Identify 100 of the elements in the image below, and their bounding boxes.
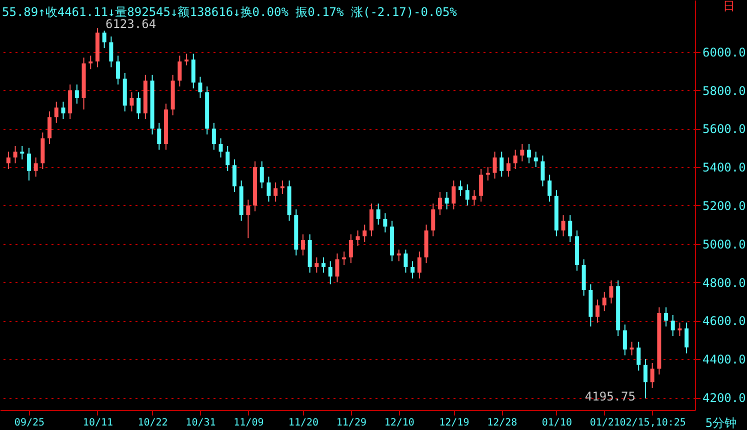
candlestick — [212, 122, 216, 150]
candlestick — [54, 101, 58, 124]
candlestick — [431, 203, 436, 237]
candlestick — [61, 101, 66, 120]
annotation: 55.89↑收4461.11↓量892545↓额138616↓换0.00% 振0.17% 涨(-2.17)-0.05% — [2, 5, 458, 19]
candlestick — [410, 260, 415, 279]
candlestick — [116, 55, 120, 85]
candlestick — [300, 234, 305, 256]
candlestick — [472, 190, 476, 206]
candlestick — [184, 53, 189, 66]
x-tick-label: 11/09 — [234, 418, 264, 428]
candlestick — [452, 180, 456, 210]
candlestick — [527, 144, 532, 164]
candlestick — [130, 92, 134, 112]
candlestick — [678, 322, 682, 337]
x-tick-label: 10/31 — [186, 418, 216, 428]
candlestick — [534, 151, 538, 168]
candlestick — [444, 192, 449, 210]
candlestick — [383, 212, 388, 233]
candlestick — [348, 234, 353, 264]
candlestick — [198, 76, 202, 98]
x-tick-label: 11/29 — [336, 418, 366, 428]
candlestick — [232, 158, 236, 193]
y-tick-label: 4600.0 — [702, 314, 746, 328]
candlestick — [670, 314, 675, 337]
y-tick-label: 4400.0 — [702, 352, 746, 367]
y-tick-label: 5600.0 — [702, 122, 746, 136]
candlestick — [6, 151, 10, 170]
candlestick — [102, 30, 106, 49]
candlestick — [609, 280, 614, 304]
candlestick — [356, 230, 360, 246]
candlestick — [438, 192, 442, 216]
x-tick-label: 09/25 — [14, 418, 45, 428]
candlestick — [622, 324, 627, 356]
y-tick-label: 5800.0 — [702, 84, 746, 98]
text: 5分钟 — [705, 416, 737, 430]
x-tick-label: 12/19 — [439, 418, 470, 428]
candlestick — [362, 224, 367, 242]
candlestick — [520, 144, 524, 162]
candlestick — [404, 249, 408, 274]
x-tick-label: 12/28 — [487, 418, 518, 428]
y-tick-label: 6000.0 — [702, 45, 746, 60]
candlestick — [26, 147, 31, 182]
candlestick — [342, 251, 346, 266]
candlestick — [335, 252, 340, 283]
candlestick — [540, 155, 545, 187]
candlestick — [643, 358, 648, 399]
candlestick — [479, 168, 484, 202]
candlestick — [322, 256, 326, 274]
candlestick — [396, 249, 401, 262]
x-tick-label: 11/20 — [288, 418, 319, 428]
candlestick — [500, 151, 504, 178]
candlestick — [561, 214, 566, 237]
candlestick — [178, 55, 182, 87]
candlestick — [157, 122, 162, 150]
candlestick — [684, 322, 689, 354]
annotation: 4195.75 — [584, 389, 636, 404]
candlestick — [376, 203, 380, 226]
x-tick-label: 10/11 — [82, 418, 114, 428]
x-tick-label: 01/21 — [590, 418, 620, 428]
x-tick-label: 02/15,10:25 — [620, 418, 686, 428]
candlestick — [226, 145, 230, 172]
candlestick — [369, 203, 374, 237]
x-tick-label: 12/10 — [384, 418, 414, 428]
candlestick — [246, 199, 250, 239]
candlestick — [68, 84, 72, 120]
candlestick — [88, 55, 93, 70]
y-tick-label: 5000.0 — [702, 237, 746, 252]
x-tick-label: 01/10 — [542, 418, 572, 428]
candlestick — [664, 306, 668, 327]
y-tick-label: 5200.0 — [702, 198, 746, 213]
candlestick — [513, 149, 518, 170]
text: 日 — [723, 0, 735, 13]
candlestick — [650, 362, 654, 388]
y-tick-label: 4800.0 — [702, 276, 746, 290]
y-tick-label: 4200.0 — [702, 391, 746, 406]
candlestick — [458, 180, 463, 196]
candlestick — [34, 156, 38, 178]
candlestick — [191, 53, 196, 89]
candlestick — [74, 84, 79, 104]
candlestick — [266, 176, 271, 202]
candlestick — [20, 145, 24, 160]
candlestick — [465, 184, 470, 206]
annotation: 6123.64 — [105, 17, 156, 32]
candlestick — [48, 110, 52, 145]
x-tick-label: 10/22 — [138, 418, 168, 428]
candlestick — [218, 138, 223, 158]
y-tick-label: 5400.0 — [702, 160, 746, 175]
candlestick — [328, 260, 332, 285]
candlestick — [568, 214, 572, 242]
candlestick — [314, 256, 319, 274]
candlestick — [630, 341, 634, 356]
candlestick — [109, 36, 114, 68]
candlestick — [636, 341, 641, 372]
candlestick — [136, 92, 141, 120]
candlestick — [417, 251, 422, 279]
candlestick — [596, 299, 600, 324]
candlestick — [13, 145, 18, 164]
candlestick — [486, 166, 490, 182]
candlestick — [548, 174, 552, 202]
